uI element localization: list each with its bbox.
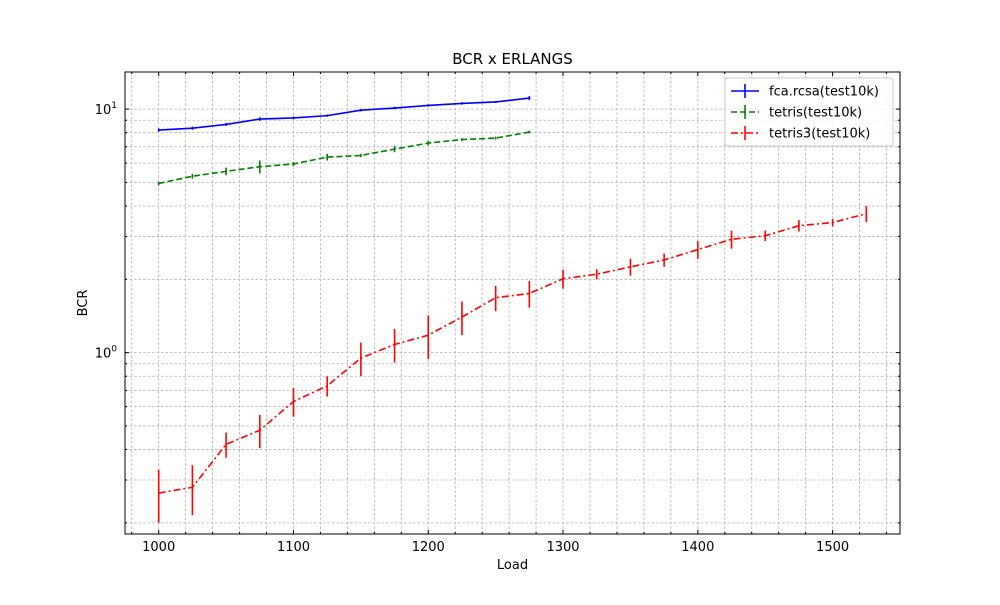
legend-box (724, 77, 894, 147)
data-point (494, 296, 497, 299)
grid (125, 72, 900, 534)
data-point (258, 429, 261, 432)
data-point (191, 127, 194, 130)
x-axis-label: Load (497, 558, 528, 573)
axis-ticks: 1000 1100 1200 1300 1400 1500 100 101 (95, 72, 900, 555)
data-point (157, 182, 160, 185)
data-point (326, 114, 329, 117)
data-point (225, 123, 227, 126)
data-point (663, 259, 666, 261)
x-tick-label: 1000 (142, 540, 175, 555)
data-point (191, 175, 194, 178)
data-point (359, 109, 362, 112)
data-point (225, 170, 227, 173)
data-point (865, 212, 868, 215)
x-tick-label: 1300 (546, 540, 579, 555)
data-point (629, 265, 632, 268)
data-point (393, 148, 396, 151)
series-group (157, 96, 868, 523)
data-point (393, 107, 396, 109)
legend-label: tetris(test10k) (769, 106, 862, 121)
data-point (528, 292, 531, 295)
data-point (461, 316, 463, 318)
legend-label: fca.rcsa(test10k) (769, 85, 879, 100)
data-point (359, 357, 362, 359)
data-point (157, 129, 160, 131)
data-point (562, 277, 564, 280)
series-line (158, 212, 867, 494)
data-point (191, 486, 194, 489)
data-point (258, 118, 261, 120)
data-point (528, 131, 531, 133)
data-point (292, 163, 295, 165)
series-0 (157, 96, 531, 132)
x-tick-label: 1200 (412, 540, 445, 555)
plot-frame (124, 71, 901, 535)
data-point (225, 443, 227, 446)
data-point (461, 102, 463, 105)
data-point (427, 104, 430, 107)
data-point (494, 137, 497, 140)
y-axis-label: BCR (76, 290, 91, 317)
data-point (696, 248, 699, 251)
data-point (528, 97, 531, 99)
x-tick-label: 1500 (816, 540, 849, 555)
data-point (798, 224, 800, 227)
legend-label: tetris3(test10k) (769, 127, 870, 142)
data-point (427, 142, 430, 145)
data-point (157, 492, 160, 494)
x-tick-label: 1400 (681, 540, 714, 555)
y-tick-label: 101 (95, 101, 117, 118)
data-point (595, 273, 598, 276)
series-2 (157, 206, 868, 523)
data-point (393, 343, 396, 346)
data-point (831, 221, 834, 224)
data-point (326, 156, 329, 159)
data-point (427, 334, 430, 337)
chart-title: BCR x ERLANGS (452, 50, 573, 68)
data-point (292, 117, 295, 119)
series-line (158, 97, 530, 131)
series-1 (157, 130, 531, 186)
legend: fca.rcsa(test10k) tetris(test10k) tetris3(… (724, 77, 894, 147)
data-point (326, 385, 329, 387)
data-point (730, 238, 733, 241)
y-tick-label: 100 (95, 345, 118, 362)
data-point (494, 101, 497, 103)
x-tick-label: 1100 (277, 540, 310, 555)
data-point (764, 234, 767, 237)
data-point (461, 138, 463, 141)
data-point (292, 400, 295, 403)
data-point (258, 165, 261, 168)
data-point (359, 154, 362, 157)
